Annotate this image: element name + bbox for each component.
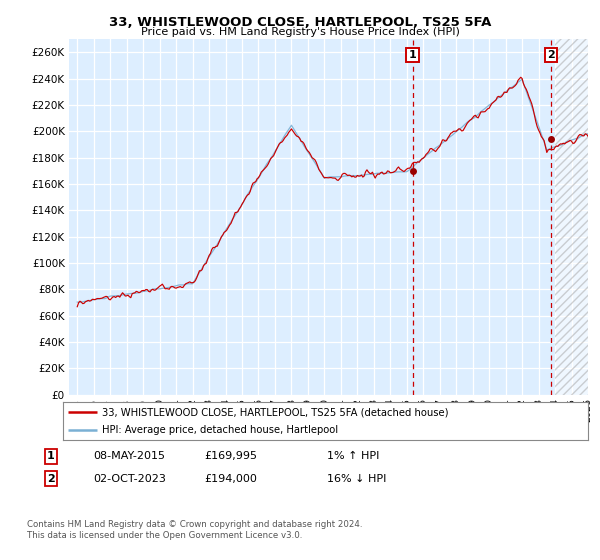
Text: This data is licensed under the Open Government Licence v3.0.: This data is licensed under the Open Gov… xyxy=(27,531,302,540)
Text: Contains HM Land Registry data © Crown copyright and database right 2024.: Contains HM Land Registry data © Crown c… xyxy=(27,520,362,529)
Text: 02-OCT-2023: 02-OCT-2023 xyxy=(93,474,166,484)
Text: 33, WHISTLEWOOD CLOSE, HARTLEPOOL, TS25 5FA: 33, WHISTLEWOOD CLOSE, HARTLEPOOL, TS25 … xyxy=(109,16,491,29)
Text: £169,995: £169,995 xyxy=(204,451,257,461)
Bar xyxy=(555,39,588,395)
Text: HPI: Average price, detached house, Hartlepool: HPI: Average price, detached house, Hart… xyxy=(103,425,338,435)
Text: Price paid vs. HM Land Registry's House Price Index (HPI): Price paid vs. HM Land Registry's House … xyxy=(140,27,460,37)
Text: 2: 2 xyxy=(47,474,55,484)
Text: 1: 1 xyxy=(409,50,416,60)
Text: 08-MAY-2015: 08-MAY-2015 xyxy=(93,451,165,461)
Text: 16% ↓ HPI: 16% ↓ HPI xyxy=(327,474,386,484)
Text: £194,000: £194,000 xyxy=(204,474,257,484)
Text: 33, WHISTLEWOOD CLOSE, HARTLEPOOL, TS25 5FA (detached house): 33, WHISTLEWOOD CLOSE, HARTLEPOOL, TS25 … xyxy=(103,407,449,417)
Text: 1: 1 xyxy=(47,451,55,461)
Text: 2: 2 xyxy=(547,50,555,60)
Text: 1% ↑ HPI: 1% ↑ HPI xyxy=(327,451,379,461)
